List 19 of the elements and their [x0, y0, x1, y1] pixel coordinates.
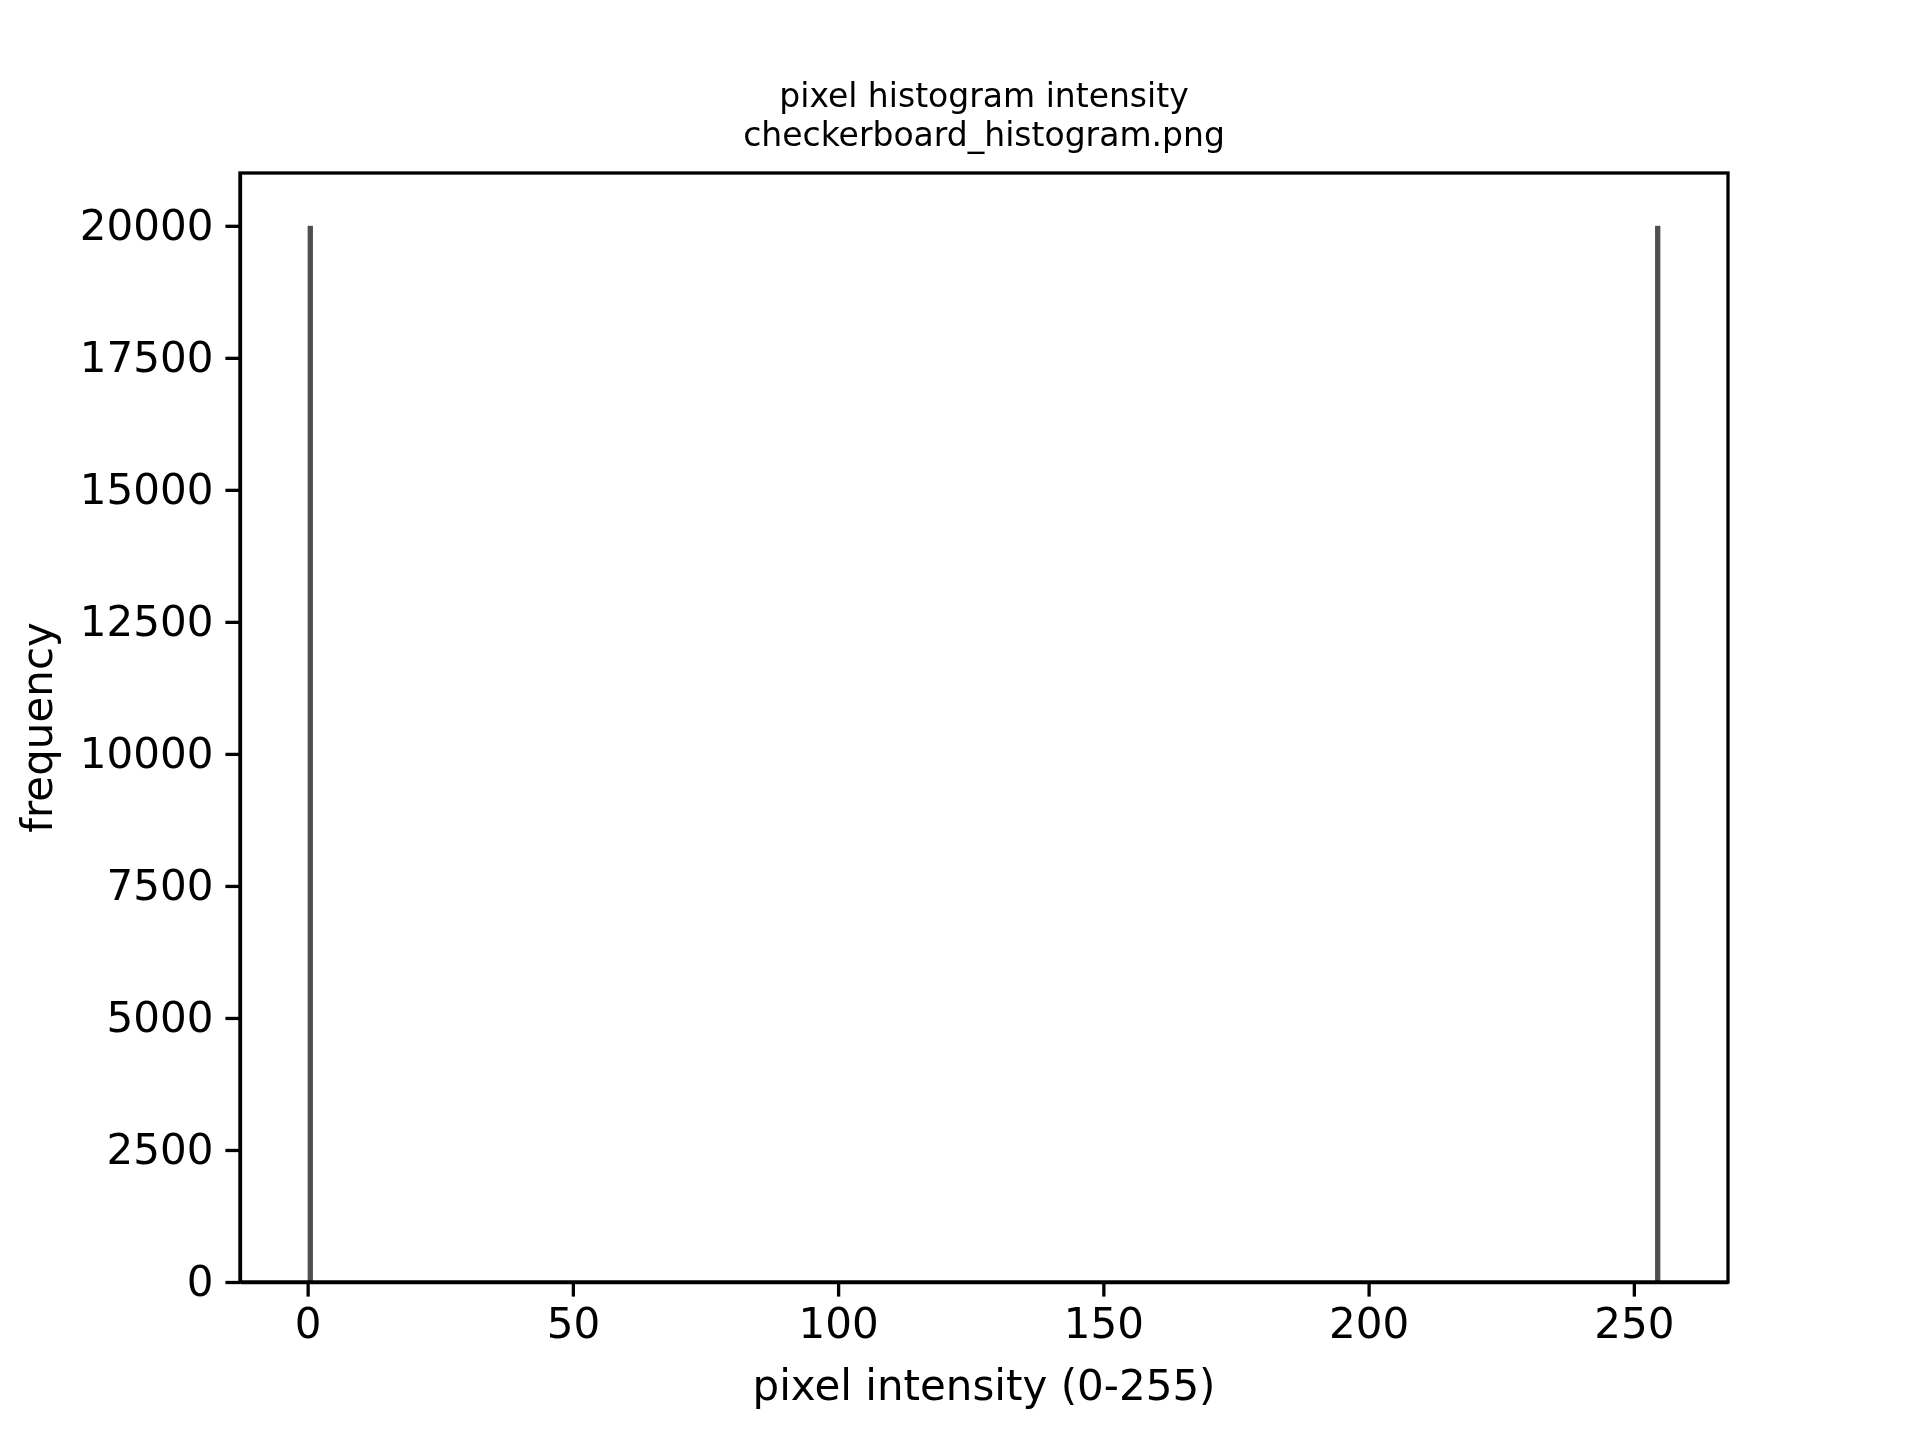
y-tick-label: 12500	[79, 596, 214, 646]
x-tick-label: 100	[798, 1299, 879, 1349]
y-tick-label: 7500	[106, 860, 214, 910]
chart-title: pixel histogram intensity	[779, 76, 1189, 115]
x-axis-title: pixel intensity (0-255)	[752, 1361, 1216, 1410]
y-tick-label: 10000	[79, 728, 214, 778]
y-tick-label: 20000	[79, 200, 214, 250]
y-tick-label: 0	[186, 1256, 214, 1306]
chart-subtitle: checkerboard_histogram.png	[743, 115, 1225, 154]
y-tick-label: 17500	[79, 332, 214, 382]
x-tick-label: 50	[546, 1299, 601, 1349]
x-tick-label: 150	[1063, 1299, 1144, 1349]
y-tick-label: 15000	[79, 464, 214, 514]
y-tick-label: 5000	[106, 992, 214, 1042]
x-tick-label: 200	[1329, 1299, 1410, 1349]
x-tick-label: 0	[294, 1299, 322, 1349]
y-tick-label: 2500	[106, 1124, 214, 1174]
x-tick-label: 250	[1594, 1299, 1675, 1349]
y-axis-title: frequency	[13, 622, 62, 833]
